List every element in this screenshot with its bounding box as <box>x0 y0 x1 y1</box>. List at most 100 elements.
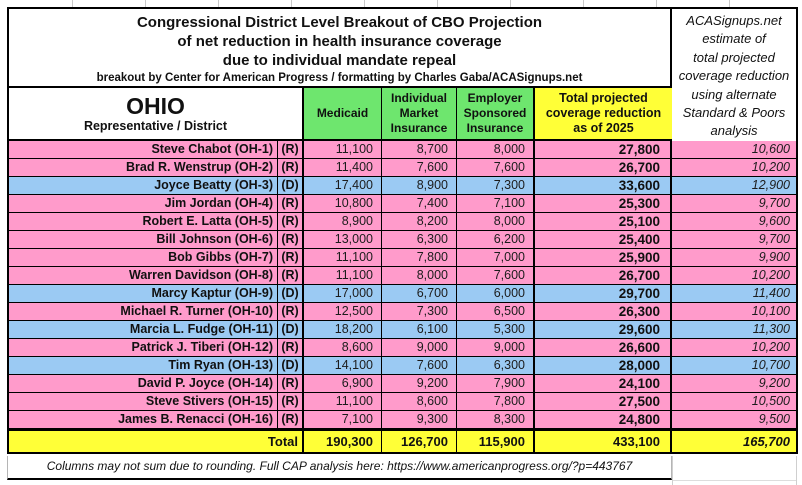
employer-sponsored-value: 7,600 <box>457 267 535 284</box>
representative-name: Warren Davidson (OH-8) <box>9 267 278 284</box>
total-projected-value: 28,000 <box>535 357 672 374</box>
party-label: (R) <box>278 159 304 176</box>
individual-market-value: 9,200 <box>382 375 457 392</box>
sp-estimate-value: 10,200 <box>751 160 790 174</box>
representative-name: Steve Stivers (OH-15) <box>9 393 278 410</box>
representative-name: Steve Chabot (OH-1) <box>9 141 278 158</box>
individual-market-value: 9,300 <box>382 411 457 428</box>
sp-estimate-value: 12,900 <box>751 178 790 192</box>
party-label: (R) <box>278 339 304 356</box>
medicaid-value: 8,600 <box>304 339 382 356</box>
table-title-block: Congressional District Level Breakout of… <box>9 9 672 88</box>
total-individual-value: 126,700 <box>382 431 457 452</box>
sp-estimate-value: 10,100 <box>751 304 790 318</box>
party-label: (D) <box>278 357 304 374</box>
employer-sponsored-value: 9,000 <box>457 339 535 356</box>
sp-estimate-value: 10,700 <box>751 358 790 372</box>
total-projected-value: 27,500 <box>535 393 672 410</box>
individual-market-value: 6,700 <box>382 285 457 302</box>
individual-market-value: 7,600 <box>382 159 457 176</box>
sp-estimate-value: 9,500 <box>758 412 790 426</box>
total-projected-value: 433,100 <box>535 431 672 452</box>
total-projected-value: 33,600 <box>535 177 672 194</box>
district-row: Bob Gibbs (OH-7) (R) 11,100 7,800 7,000 … <box>9 249 796 267</box>
spreadsheet-gridlines-top <box>0 0 802 7</box>
total-projected-value: 24,100 <box>535 375 672 392</box>
gridline <box>796 456 797 485</box>
party-label: (R) <box>278 267 304 284</box>
district-row: Steve Stivers (OH-15) (R) 11,100 8,600 7… <box>9 393 796 411</box>
sp-estimate-value: 9,200 <box>758 376 790 390</box>
employer-sponsored-column-header: Employer Sponsored Insurance <box>457 88 535 139</box>
projection-table: Congressional District Level Breakout of… <box>7 7 798 454</box>
individual-market-value: 8,200 <box>382 213 457 230</box>
total-projected-value: 26,700 <box>535 267 672 284</box>
medicaid-value: 17,000 <box>304 285 382 302</box>
individual-market-value: 7,300 <box>382 303 457 320</box>
medicaid-value: 8,900 <box>304 213 382 230</box>
title-line-3: due to individual mandate repeal <box>222 52 457 69</box>
individual-market-value: 9,000 <box>382 339 457 356</box>
representative-name: Marcy Kaptur (OH-9) <box>9 285 278 302</box>
medicaid-value: 6,900 <box>304 375 382 392</box>
total-projected-value: 25,900 <box>535 249 672 266</box>
employer-sponsored-value: 6,300 <box>457 357 535 374</box>
district-row: David P. Joyce (OH-14) (R) 6,900 9,200 7… <box>9 375 796 393</box>
party-label: (D) <box>278 177 304 194</box>
gridline <box>672 456 673 485</box>
sp-estimate-value: 11,400 <box>752 286 790 300</box>
medicaid-column-header: Medicaid <box>304 88 382 139</box>
representative-name: Robert E. Latta (OH-5) <box>9 213 278 230</box>
district-row: Marcia L. Fudge (OH-11) (D) 18,200 6,100… <box>9 321 796 339</box>
sp-estimate-value: 10,200 <box>751 340 790 354</box>
sp-estimate-value: 9,700 <box>758 196 790 210</box>
representative-name: Marcia L. Fudge (OH-11) <box>9 321 278 338</box>
medicaid-value: 11,100 <box>304 141 382 158</box>
employer-sponsored-value: 8,000 <box>457 213 535 230</box>
sp-estimate-value: 9,600 <box>758 214 790 228</box>
column-header-row: OHIO Representative / District Medicaid … <box>9 88 672 141</box>
individual-market-value: 8,600 <box>382 393 457 410</box>
party-label: (R) <box>278 303 304 320</box>
district-row: Jim Jordan (OH-4) (R) 10,800 7,400 7,100… <box>9 195 796 213</box>
total-row-label: Total <box>9 431 304 452</box>
district-row: James B. Renacci (OH-16) (R) 7,100 9,300… <box>9 411 796 429</box>
sp-estimate-value: 9,900 <box>758 250 790 264</box>
district-row: Brad R. Wenstrup (OH-2) (R) 11,400 7,600… <box>9 159 796 177</box>
medicaid-value: 12,500 <box>304 303 382 320</box>
district-rows: Steve Chabot (OH-1) (R) 11,100 8,700 8,0… <box>9 141 796 429</box>
medicaid-value: 18,200 <box>304 321 382 338</box>
employer-sponsored-value: 8,000 <box>457 141 535 158</box>
state-name: OHIO <box>126 92 185 119</box>
title-line-1: Congressional District Level Breakout of… <box>136 14 543 31</box>
district-row: Tim Ryan (OH-13) (D) 14,100 7,600 6,300 … <box>9 357 796 375</box>
individual-market-value: 8,900 <box>382 177 457 194</box>
party-label: (R) <box>278 249 304 266</box>
sp-estimate-value: 10,500 <box>751 394 790 408</box>
total-projected-value: 26,600 <box>535 339 672 356</box>
sp-estimate-value: 10,600 <box>751 142 790 156</box>
sp-estimate-value: 10,200 <box>751 268 790 282</box>
total-row: Total 190,300 126,700 115,900 433,100 16… <box>9 429 796 452</box>
representative-name: David P. Joyce (OH-14) <box>9 375 278 392</box>
individual-market-value: 6,300 <box>382 231 457 248</box>
total-projected-value: 25,100 <box>535 213 672 230</box>
employer-sponsored-value: 8,300 <box>457 411 535 428</box>
district-row: Bill Johnson (OH-6) (R) 13,000 6,300 6,2… <box>9 231 796 249</box>
party-label: (R) <box>278 141 304 158</box>
total-projected-value: 27,800 <box>535 141 672 158</box>
medicaid-value: 13,000 <box>304 231 382 248</box>
representative-name: Bob Gibbs (OH-7) <box>9 249 278 266</box>
table-header-section: Congressional District Level Breakout of… <box>9 9 796 141</box>
rounding-footnote: Columns may not sum due to rounding. Ful… <box>7 456 672 480</box>
district-row: Patrick J. Tiberi (OH-12) (R) 8,600 9,00… <box>9 339 796 357</box>
total-sp-estimate-value: 165,700 <box>743 434 790 449</box>
medicaid-value: 10,800 <box>304 195 382 212</box>
individual-market-value: 7,400 <box>382 195 457 212</box>
individual-market-value: 8,700 <box>382 141 457 158</box>
employer-sponsored-value: 6,200 <box>457 231 535 248</box>
party-label: (D) <box>278 321 304 338</box>
title-byline: breakout by Center for American Progress… <box>96 72 583 84</box>
total-projected-value: 24,800 <box>535 411 672 428</box>
medicaid-value: 11,100 <box>304 393 382 410</box>
